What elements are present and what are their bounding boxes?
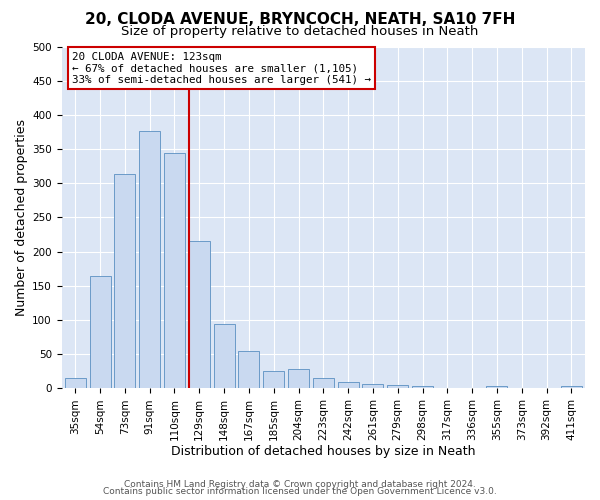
Text: Contains public sector information licensed under the Open Government Licence v3: Contains public sector information licen… [103,487,497,496]
Text: Size of property relative to detached houses in Neath: Size of property relative to detached ho… [121,25,479,38]
Bar [313,378,334,388]
Text: 20 CLODA AVENUE: 123sqm
← 67% of detached houses are smaller (1,105)
33% of semi: 20 CLODA AVENUE: 123sqm ← 67% of detache… [72,52,371,85]
Text: Contains HM Land Registry data © Crown copyright and database right 2024.: Contains HM Land Registry data © Crown c… [124,480,476,489]
Bar [362,384,383,388]
Bar [139,130,160,388]
Bar [487,386,508,388]
Bar [288,368,309,388]
Bar [387,385,408,388]
Bar [115,174,136,388]
Bar [65,378,86,388]
X-axis label: Distribution of detached houses by size in Neath: Distribution of detached houses by size … [171,444,476,458]
Y-axis label: Number of detached properties: Number of detached properties [15,119,28,316]
Bar [412,386,433,388]
Bar [164,152,185,388]
Bar [89,276,110,388]
Bar [338,382,359,388]
Text: 20, CLODA AVENUE, BRYNCOCH, NEATH, SA10 7FH: 20, CLODA AVENUE, BRYNCOCH, NEATH, SA10 … [85,12,515,28]
Bar [189,242,210,388]
Bar [561,386,582,388]
Bar [238,351,259,389]
Bar [214,324,235,388]
Bar [263,372,284,388]
